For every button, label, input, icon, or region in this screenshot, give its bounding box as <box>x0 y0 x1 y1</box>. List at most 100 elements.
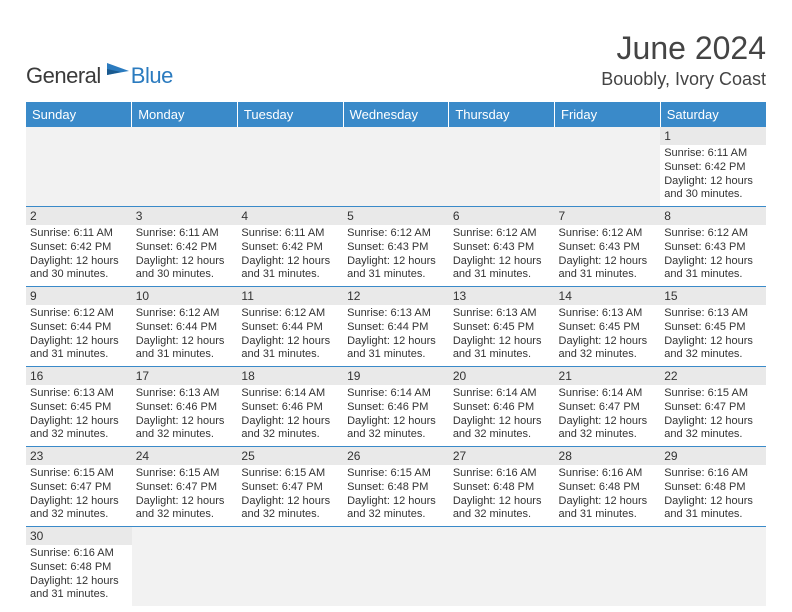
sunrise-line: Sunrise: 6:12 AM <box>453 227 551 241</box>
day-number: 24 <box>132 447 238 465</box>
calendar-day-cell: 18Sunrise: 6:14 AMSunset: 6:46 PMDayligh… <box>237 367 343 447</box>
title-block: June 2024 Bouobly, Ivory Coast <box>601 30 766 90</box>
sunrise-line: Sunrise: 6:15 AM <box>664 387 762 401</box>
calendar-day-cell: 19 Sunrise: 6:14 AMSunset: 6:46 PMDayligh… <box>343 367 449 447</box>
calendar-day-cell: 26Sunrise: 6:15 AMSunset: 6:48 PMDayligh… <box>343 447 449 527</box>
calendar-pad-cell <box>343 127 449 207</box>
sunrise-line: Sunrise: 6:14 AM <box>347 387 445 401</box>
day-number: 7 <box>555 207 661 225</box>
sunset-line: Sunset: 6:48 PM <box>559 481 657 495</box>
day-number: 26 <box>343 447 449 465</box>
calendar-day-cell: 7Sunrise: 6:12 AMSunset: 6:43 PMDaylight… <box>555 207 661 287</box>
calendar-day-cell: 24Sunrise: 6:15 AMSunset: 6:47 PMDayligh… <box>132 447 238 527</box>
sunrise-line: Sunrise: 6:11 AM <box>241 227 339 241</box>
daylight-line: Daylight: 12 hours and 32 minutes. <box>453 415 551 443</box>
calendar-day-cell: 13Sunrise: 6:13 AMSunset: 6:45 PMDayligh… <box>449 287 555 367</box>
day-number: 6 <box>449 207 555 225</box>
calendar-day-cell: 9Sunrise: 6:12 AMSunset: 6:44 PMDaylight… <box>26 287 132 367</box>
sunrise-line: Sunrise: 6:13 AM <box>347 307 445 321</box>
sunrise-line: Sunrise: 6:15 AM <box>347 467 445 481</box>
daylight-line: Daylight: 12 hours and 30 minutes. <box>136 255 234 283</box>
daylight-line: Daylight: 12 hours and 32 minutes. <box>136 415 234 443</box>
day-number: 28 <box>555 447 661 465</box>
sunset-line: Sunset: 6:42 PM <box>241 241 339 255</box>
day-number: 19 <box>343 367 449 385</box>
sunset-line: Sunset: 6:43 PM <box>453 241 551 255</box>
calendar-pad-cell <box>237 127 343 207</box>
sunrise-line: Sunrise: 6:14 AM <box>559 387 657 401</box>
day-number: 1 <box>660 127 766 145</box>
logo-text-general: General <box>26 63 101 89</box>
calendar-day-cell: 12Sunrise: 6:13 AMSunset: 6:44 PMDayligh… <box>343 287 449 367</box>
calendar-day-cell: 16Sunrise: 6:13 AMSunset: 6:45 PMDayligh… <box>26 367 132 447</box>
daylight-line: Daylight: 12 hours and 31 minutes. <box>347 255 445 283</box>
sunset-line: Sunset: 6:47 PM <box>241 481 339 495</box>
day-number: 21 <box>555 367 661 385</box>
location: Bouobly, Ivory Coast <box>601 69 766 90</box>
daylight-line: Daylight: 12 hours and 31 minutes. <box>241 335 339 363</box>
sunset-line: Sunset: 6:46 PM <box>347 401 445 415</box>
day-header: Saturday <box>660 102 766 127</box>
sunset-line: Sunset: 6:48 PM <box>664 481 762 495</box>
calendar-pad-cell <box>555 527 661 607</box>
sunset-line: Sunset: 6:44 PM <box>30 321 128 335</box>
daylight-line: Daylight: 12 hours and 32 minutes. <box>136 495 234 523</box>
day-number: 30 <box>26 527 132 545</box>
sunset-line: Sunset: 6:43 PM <box>347 241 445 255</box>
calendar-day-cell: 1Sunrise: 6:11 AMSunset: 6:42 PMDaylight… <box>660 127 766 207</box>
calendar-day-cell: 21Sunrise: 6:14 AMSunset: 6:47 PMDayligh… <box>555 367 661 447</box>
sunset-line: Sunset: 6:45 PM <box>559 321 657 335</box>
calendar-day-cell: 28Sunrise: 6:16 AMSunset: 6:48 PMDayligh… <box>555 447 661 527</box>
sunrise-line: Sunrise: 6:15 AM <box>30 467 128 481</box>
sunset-line: Sunset: 6:46 PM <box>136 401 234 415</box>
daylight-line: Daylight: 12 hours and 31 minutes. <box>241 255 339 283</box>
sunset-line: Sunset: 6:44 PM <box>347 321 445 335</box>
sunset-line: Sunset: 6:45 PM <box>453 321 551 335</box>
day-number: 18 <box>237 367 343 385</box>
daylight-line: Daylight: 12 hours and 32 minutes. <box>347 415 445 443</box>
day-number: 20 <box>449 367 555 385</box>
daylight-line: Daylight: 12 hours and 31 minutes. <box>30 575 128 603</box>
calendar-day-cell: 14Sunrise: 6:13 AMSunset: 6:45 PMDayligh… <box>555 287 661 367</box>
sunrise-line: Sunrise: 6:14 AM <box>241 387 339 401</box>
sunrise-line: Sunrise: 6:16 AM <box>453 467 551 481</box>
calendar-day-cell: 2Sunrise: 6:11 AMSunset: 6:42 PMDaylight… <box>26 207 132 287</box>
sunset-line: Sunset: 6:44 PM <box>241 321 339 335</box>
sunrise-line: Sunrise: 6:16 AM <box>30 547 128 561</box>
daylight-line: Daylight: 12 hours and 30 minutes. <box>30 255 128 283</box>
calendar-row: 30 Sunrise: 6:16 AMSunset: 6:48 PMDayligh… <box>26 527 766 607</box>
calendar-pad-cell <box>26 127 132 207</box>
daylight-line: Daylight: 12 hours and 31 minutes. <box>664 255 762 283</box>
sunset-line: Sunset: 6:48 PM <box>347 481 445 495</box>
day-number: 16 <box>26 367 132 385</box>
sunrise-line: Sunrise: 6:16 AM <box>559 467 657 481</box>
sunrise-line: Sunrise: 6:16 AM <box>664 467 762 481</box>
calendar-day-cell: 15Sunrise: 6:13 AMSunset: 6:45 PMDayligh… <box>660 287 766 367</box>
day-number: 14 <box>555 287 661 305</box>
sunrise-line: Sunrise: 6:11 AM <box>664 147 762 161</box>
sunset-line: Sunset: 6:43 PM <box>559 241 657 255</box>
sunrise-line: Sunrise: 6:13 AM <box>664 307 762 321</box>
calendar-pad-cell <box>449 527 555 607</box>
day-number: 5 <box>343 207 449 225</box>
sunrise-line: Sunrise: 6:12 AM <box>136 307 234 321</box>
calendar-body: 1Sunrise: 6:11 AMSunset: 6:42 PMDaylight… <box>26 127 766 606</box>
daylight-line: Daylight: 12 hours and 31 minutes. <box>559 255 657 283</box>
calendar-day-cell: 20Sunrise: 6:14 AMSunset: 6:46 PMDayligh… <box>449 367 555 447</box>
sunset-line: Sunset: 6:47 PM <box>30 481 128 495</box>
daylight-line: Daylight: 12 hours and 31 minutes. <box>136 335 234 363</box>
page-header: General Blue June 2024 Bouobly, Ivory Co… <box>26 30 766 90</box>
sunset-line: Sunset: 6:47 PM <box>664 401 762 415</box>
calendar-pad-cell <box>343 527 449 607</box>
sunset-line: Sunset: 6:44 PM <box>136 321 234 335</box>
calendar-pad-cell <box>132 527 238 607</box>
daylight-line: Daylight: 12 hours and 32 minutes. <box>453 495 551 523</box>
calendar-day-cell: 22Sunrise: 6:15 AMSunset: 6:47 PMDayligh… <box>660 367 766 447</box>
day-number: 11 <box>237 287 343 305</box>
day-header: Friday <box>555 102 661 127</box>
calendar-day-cell: 4Sunrise: 6:11 AMSunset: 6:42 PMDaylight… <box>237 207 343 287</box>
sunset-line: Sunset: 6:45 PM <box>30 401 128 415</box>
sunrise-line: Sunrise: 6:12 AM <box>241 307 339 321</box>
sunset-line: Sunset: 6:48 PM <box>30 561 128 575</box>
calendar-pad-cell <box>660 527 766 607</box>
